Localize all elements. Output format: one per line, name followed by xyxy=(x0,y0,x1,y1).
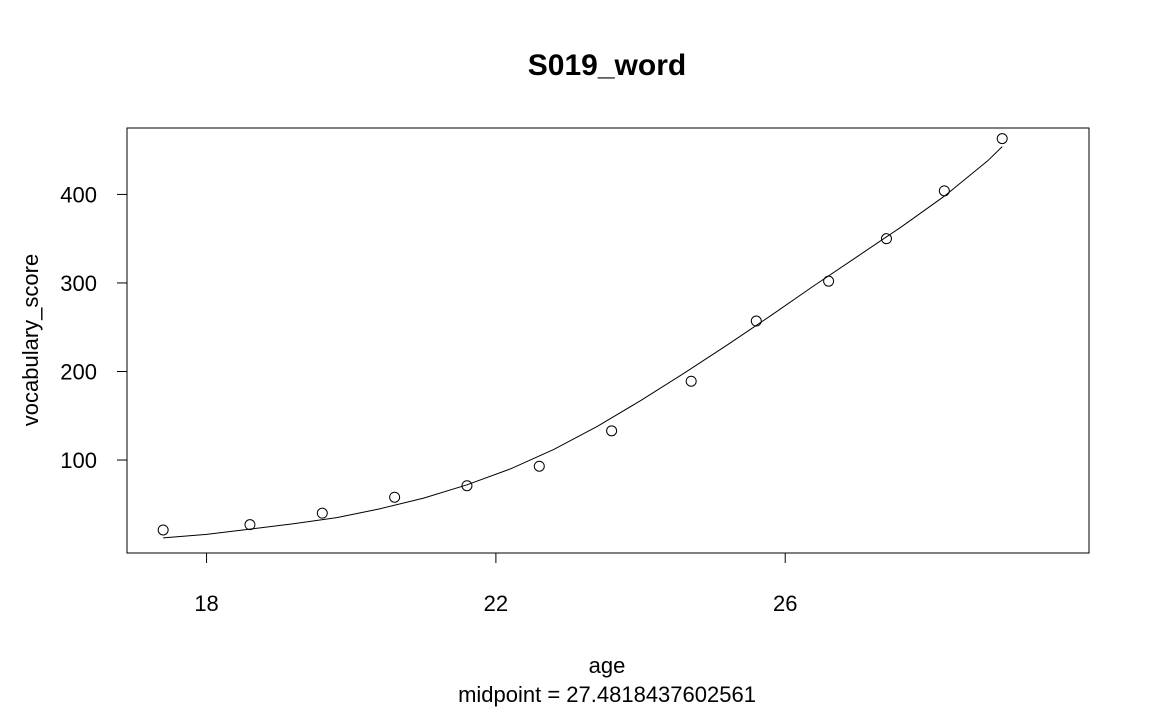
data-points-layer xyxy=(157,133,1008,536)
x-tick-label: 26 xyxy=(773,591,797,616)
y-axis: 100 200 300 400 xyxy=(60,182,128,473)
y-tick-label: 100 xyxy=(60,448,97,473)
x-axis: 18 22 26 xyxy=(194,552,797,616)
plot-frame xyxy=(126,127,1090,554)
data-point xyxy=(685,375,697,387)
fit-curve-layer xyxy=(163,146,1003,539)
data-point xyxy=(880,233,892,245)
data-point xyxy=(316,507,328,519)
y-tick-label: 300 xyxy=(60,271,97,296)
data-point xyxy=(996,133,1008,145)
data-point xyxy=(938,185,950,197)
x-tick-label: 18 xyxy=(194,591,218,616)
data-point xyxy=(157,524,169,536)
data-point xyxy=(823,275,835,287)
data-point xyxy=(750,315,762,327)
data-point xyxy=(244,519,256,531)
chart-title: S019_word xyxy=(528,49,686,82)
y-tick-label: 400 xyxy=(60,182,97,207)
y-axis-label: vocabulary_score xyxy=(18,254,43,426)
data-point xyxy=(389,491,401,503)
data-point xyxy=(606,425,618,437)
x-axis-label: age xyxy=(589,653,626,678)
fit-curve xyxy=(163,146,1003,539)
chart-subtitle: midpoint = 27.4818437602561 xyxy=(458,682,756,707)
x-tick-label: 22 xyxy=(484,591,508,616)
y-tick-label: 200 xyxy=(60,359,97,384)
data-point xyxy=(461,480,473,492)
data-point xyxy=(533,460,545,472)
